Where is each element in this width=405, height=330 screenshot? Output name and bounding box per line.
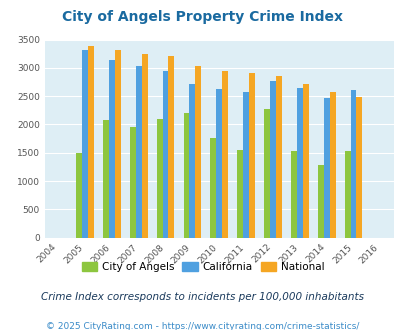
Bar	[329, 92, 335, 238]
Bar	[130, 127, 135, 238]
Text: City of Angels Property Crime Index: City of Angels Property Crime Index	[62, 10, 343, 24]
Text: © 2025 CityRating.com - https://www.cityrating.com/crime-statistics/: © 2025 CityRating.com - https://www.city…	[46, 322, 359, 330]
Bar	[222, 71, 228, 238]
Bar	[243, 92, 248, 238]
Bar	[317, 165, 323, 238]
Bar	[290, 151, 296, 238]
Bar	[115, 50, 120, 238]
Bar	[237, 150, 243, 238]
Bar	[76, 153, 82, 238]
Bar	[263, 109, 269, 238]
Bar	[156, 119, 162, 238]
Bar	[296, 88, 302, 238]
Bar	[82, 50, 88, 238]
Bar	[88, 46, 94, 238]
Legend: City of Angels, California, National: City of Angels, California, National	[77, 258, 328, 276]
Bar	[356, 97, 362, 238]
Bar	[216, 89, 222, 238]
Bar	[210, 138, 216, 238]
Bar	[275, 76, 281, 238]
Bar	[269, 82, 275, 238]
Bar	[195, 66, 201, 238]
Bar	[135, 66, 141, 238]
Bar	[103, 120, 109, 238]
Bar	[168, 56, 174, 238]
Bar	[162, 71, 168, 238]
Bar	[109, 60, 115, 238]
Bar	[183, 113, 189, 238]
Bar	[302, 84, 308, 238]
Bar	[141, 54, 147, 238]
Bar	[344, 151, 350, 238]
Bar	[323, 98, 329, 238]
Bar	[350, 90, 356, 238]
Bar	[189, 84, 195, 238]
Text: Crime Index corresponds to incidents per 100,000 inhabitants: Crime Index corresponds to incidents per…	[41, 292, 364, 302]
Bar	[248, 73, 254, 238]
